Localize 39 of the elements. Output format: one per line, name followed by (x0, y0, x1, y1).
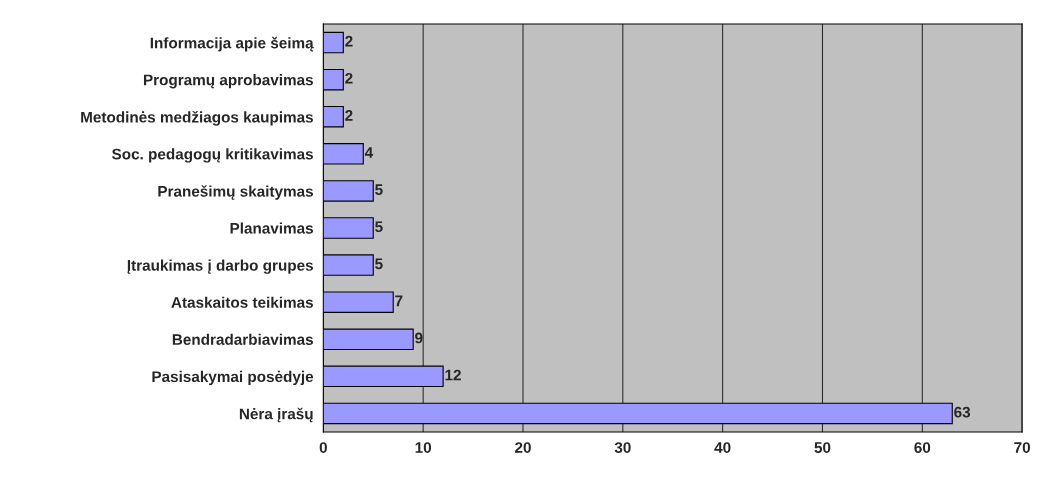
bar (323, 105, 344, 128)
data-label: 2 (345, 35, 353, 47)
bar (323, 254, 374, 276)
data-label: 2 (345, 110, 353, 121)
y-tick-label: Pranešimų skaitymas (158, 185, 313, 200)
bar (323, 291, 394, 313)
bar (323, 68, 344, 91)
data-label: 9 (415, 332, 423, 344)
data-label: 5 (375, 258, 383, 270)
y-tick-label: Įtraukimas į darbo grupes (127, 259, 313, 274)
x-tick-label: 70 (1014, 442, 1031, 453)
y-tick-label: Soc. pedagogų kritikavimas (111, 148, 313, 163)
y-tick-label: Nėra įrašų (239, 407, 313, 423)
y-tick-label: Planavimas (230, 222, 313, 234)
x-tick-label: 20 (515, 442, 531, 453)
bar (323, 31, 344, 54)
bar (323, 143, 364, 165)
y-tick-label: Programų aprobavimas (143, 74, 313, 89)
x-tick-label: 10 (415, 442, 432, 453)
y-tick-label: Informacija apie šeimą (150, 36, 314, 52)
bar (323, 328, 414, 351)
x-tick-label: 30 (614, 442, 631, 453)
data-label: 7 (395, 295, 403, 307)
data-label: 5 (375, 221, 383, 233)
data-label: 4 (364, 147, 374, 158)
y-tick-label: Pasisakymai posėdyje (152, 370, 314, 386)
x-tick-label: 40 (714, 442, 731, 453)
data-label: 2 (345, 72, 353, 84)
x-tick-label: 60 (914, 442, 931, 453)
x-tick-label: 0 (319, 442, 327, 453)
y-tick-label: Ataskaitos teikimas (171, 296, 313, 308)
x-tick-label: 50 (814, 442, 831, 453)
data-label: 12 (445, 369, 461, 381)
bar (323, 180, 374, 202)
data-label: 63 (954, 406, 971, 418)
data-label: 5 (375, 184, 383, 196)
y-tick-label: Metodinės medžiagos kaupimas (81, 111, 313, 126)
y-tick-label: Bendradarbiavimas (172, 333, 313, 345)
bar (323, 217, 374, 239)
